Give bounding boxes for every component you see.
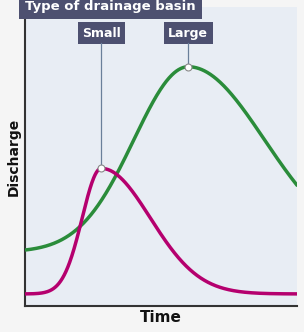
Text: Type of drainage basin: Type of drainage basin — [25, 0, 196, 13]
Text: Large: Large — [168, 27, 208, 40]
X-axis label: Time: Time — [140, 310, 182, 325]
Text: Small: Small — [82, 27, 121, 40]
Y-axis label: Discharge: Discharge — [7, 117, 21, 196]
